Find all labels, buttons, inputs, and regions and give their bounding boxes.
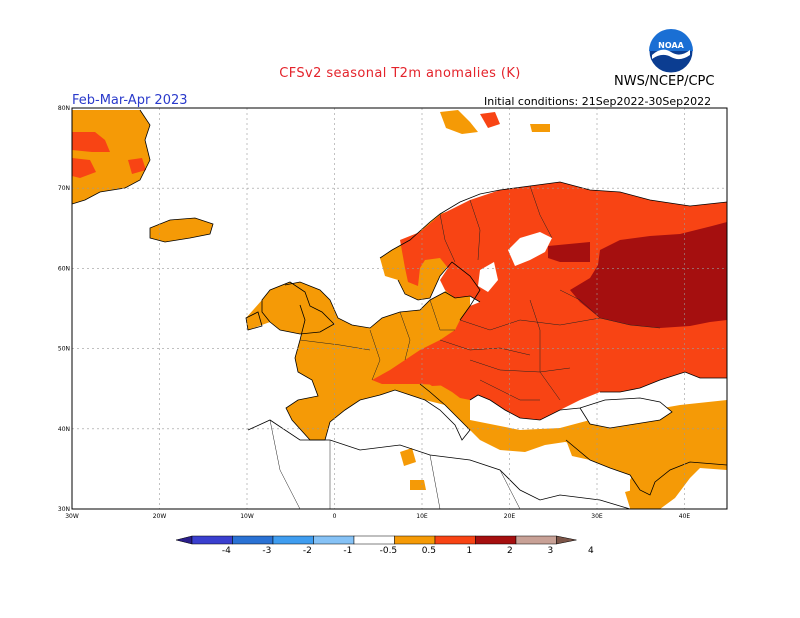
initial-conditions: Initial conditions: 21Sep2022-30Sep2022 [484, 95, 712, 108]
lon-tick-label: 10W [240, 513, 254, 520]
turkey-anomaly [566, 415, 727, 495]
lon-tick-label: 10E [416, 513, 428, 520]
colorbar-segment [434, 535, 476, 545]
country-borders [269, 185, 661, 509]
lat-tick-label: 60N [58, 265, 70, 272]
colorbar-segment [475, 535, 517, 545]
lon-tick-label: 20W [153, 513, 167, 520]
greenland-strong-anomaly [72, 132, 110, 152]
colorbar-segment [232, 535, 274, 545]
anomaly-fields [72, 110, 727, 509]
colorbar-label: -4 [222, 546, 231, 556]
lat-tick-label: 30N [58, 506, 70, 513]
colorbar: -4 -3 -2 -1 -0.5 0.5 1 2 3 4 [175, 535, 594, 556]
colorbar-label: 0.5 [422, 546, 436, 556]
latitude-labels: 80N 70N 60N 50N 40N 30N [58, 105, 70, 513]
colorbar-label: -1 [343, 546, 352, 556]
lon-tick-label: 40E [679, 513, 691, 520]
colorbar-left-arrow [175, 535, 193, 545]
lat-tick-label: 70N [58, 185, 70, 192]
colorbar-label: 2 [507, 546, 513, 556]
russia-strong-anomaly [570, 222, 727, 328]
agency-label: NWS/NCEP/CPC [614, 74, 715, 89]
lat-tick-label: 80N [58, 105, 70, 112]
longitude-labels: 30W 20W 10W 0 10E 20E 30E 40E [65, 513, 690, 520]
forecast-period: Feb-Mar-Apr 2023 [72, 93, 188, 108]
british-isles-anomaly [246, 282, 334, 334]
chart-title: CFSv2 seasonal T2m anomalies (K) [279, 66, 521, 81]
lon-tick-label: 0 [333, 513, 337, 520]
coastlines [72, 109, 727, 509]
lat-tick-label: 50N [58, 346, 70, 353]
noaa-logo-icon: NOAA [648, 28, 694, 74]
iceland-anomaly [150, 218, 213, 242]
lon-tick-label: 30E [591, 513, 603, 520]
colorbar-segment [272, 535, 314, 545]
logo-text: NOAA [658, 41, 684, 50]
colorbar-segment [515, 535, 557, 545]
colorbar-label: 1 [467, 546, 473, 556]
colorbar-segment [394, 535, 436, 545]
black-sea-neutral [580, 398, 672, 428]
colorbar-label: -0.5 [380, 546, 398, 556]
colorbar-label: 4 [588, 546, 594, 556]
colorbar-label: -3 [262, 546, 271, 556]
colorbar-label: -2 [303, 546, 312, 556]
colorbar-right-arrow [556, 535, 577, 545]
colorbar-label: 3 [548, 546, 554, 556]
lat-tick-label: 40N [58, 426, 70, 433]
colorbar-segment [353, 535, 395, 545]
colorbar-segment [191, 535, 233, 545]
lon-tick-label: 30W [65, 513, 79, 520]
lon-tick-label: 20E [504, 513, 516, 520]
graticule [72, 108, 727, 509]
map-frame [71, 107, 728, 510]
colorbar-segment [313, 535, 355, 545]
